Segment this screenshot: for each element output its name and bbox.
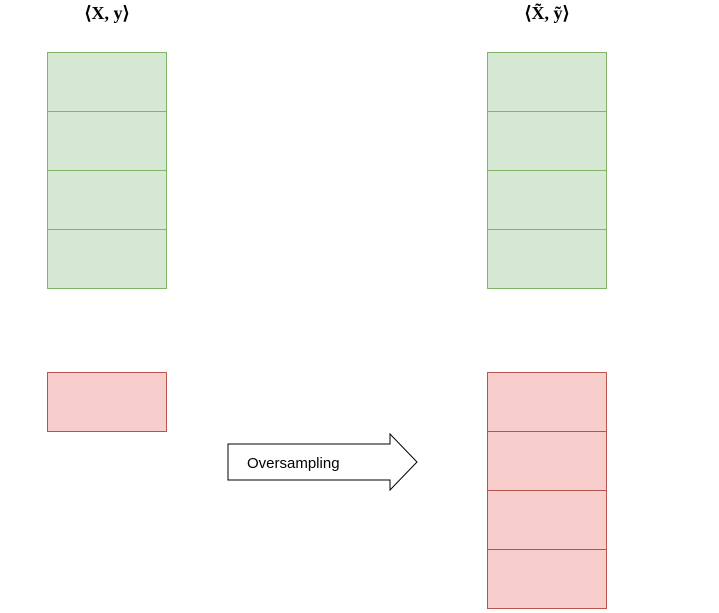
oversampling-arrow: [227, 433, 418, 492]
resampled-minority-class-block: [487, 372, 607, 432]
original-majority-class-block: [47, 170, 167, 230]
resampled-minority-class-stack: [487, 372, 607, 609]
original-minority-class-stack: [47, 372, 167, 432]
resampled-majority-class-stack: [487, 52, 607, 289]
resampled-minority-class-block: [487, 431, 607, 491]
original-majority-class-block: [47, 229, 167, 289]
resampled-majority-class-block: [487, 111, 607, 171]
original-majority-class-block: [47, 52, 167, 112]
original-dataset-title: ⟨X, y⟩: [84, 3, 130, 23]
resampled-majority-class-block: [487, 52, 607, 112]
original-majority-class-block: [47, 111, 167, 171]
resampled-majority-class-block: [487, 170, 607, 230]
oversampling-arrow-shape: [227, 433, 418, 492]
resampled-minority-class-block: [487, 490, 607, 550]
resampled-dataset-title: ⟨X̃, ỹ⟩: [524, 3, 570, 23]
oversampling-label: Oversampling: [247, 455, 340, 472]
original-majority-class-stack: [47, 52, 167, 289]
original-minority-class-block: [47, 372, 167, 432]
resampled-minority-class-block: [487, 549, 607, 609]
resampled-majority-class-block: [487, 229, 607, 289]
